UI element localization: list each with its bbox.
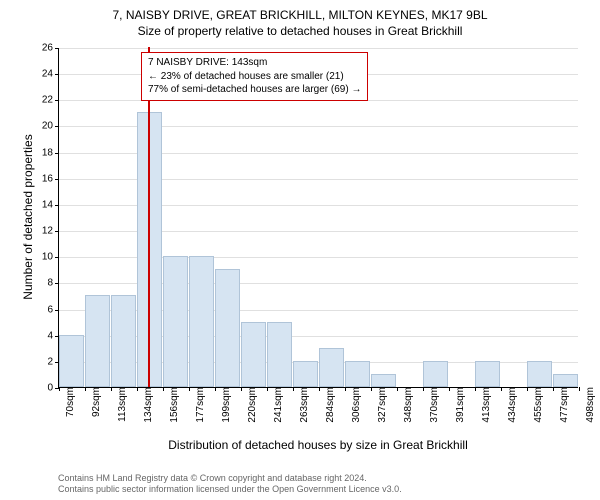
x-tick-mark <box>319 387 320 391</box>
x-tick-mark <box>111 387 112 391</box>
x-tick-label: 134sqm <box>141 387 154 423</box>
histogram-bar <box>267 322 292 387</box>
histogram-bar <box>59 335 84 387</box>
y-tick-label: 12 <box>42 226 59 237</box>
histogram-bar <box>423 361 448 387</box>
y-tick-label: 24 <box>42 69 59 80</box>
x-tick-mark <box>449 387 450 391</box>
x-tick-label: 92sqm <box>89 387 102 417</box>
chart-title-sub: Size of property relative to detached ho… <box>0 22 600 38</box>
histogram-bar <box>527 361 552 387</box>
annotation-line3: 77% of semi-detached houses are larger (… <box>148 83 361 97</box>
footer-line1: Contains HM Land Registry data © Crown c… <box>58 473 402 485</box>
footer: Contains HM Land Registry data © Crown c… <box>58 473 402 496</box>
histogram-bar <box>85 295 110 387</box>
y-tick-label: 4 <box>47 330 59 341</box>
chart-container: 7, NAISBY DRIVE, GREAT BRICKHILL, MILTON… <box>0 0 600 500</box>
histogram-bar <box>163 256 188 387</box>
plot-area: 0246810121416182022242670sqm92sqm113sqm1… <box>58 48 578 388</box>
x-tick-mark <box>501 387 502 391</box>
x-tick-mark <box>85 387 86 391</box>
x-tick-label: 263sqm <box>297 387 310 423</box>
x-tick-label: 327sqm <box>375 387 388 423</box>
y-tick-label: 8 <box>47 278 59 289</box>
histogram-bar <box>241 322 266 387</box>
histogram-bar <box>189 256 214 387</box>
x-tick-mark <box>371 387 372 391</box>
x-tick-mark <box>475 387 476 391</box>
x-tick-mark <box>215 387 216 391</box>
x-tick-label: 306sqm <box>349 387 362 423</box>
x-tick-label: 413sqm <box>479 387 492 423</box>
annotation-line2: ← 23% of detached houses are smaller (21… <box>148 70 361 84</box>
x-tick-label: 434sqm <box>505 387 518 423</box>
x-tick-label: 455sqm <box>531 387 544 423</box>
histogram-bar <box>319 348 344 387</box>
y-tick-label: 20 <box>42 121 59 132</box>
x-tick-label: 241sqm <box>271 387 284 423</box>
histogram-bar <box>111 295 136 387</box>
y-tick-label: 16 <box>42 173 59 184</box>
x-tick-label: 113sqm <box>115 387 128 422</box>
x-tick-mark <box>59 387 60 391</box>
x-tick-mark <box>267 387 268 391</box>
x-tick-label: 70sqm <box>63 387 76 417</box>
y-tick-label: 18 <box>42 147 59 158</box>
x-tick-label: 177sqm <box>193 387 206 423</box>
grid-line <box>59 48 578 49</box>
x-tick-label: 498sqm <box>583 387 596 423</box>
x-tick-mark <box>423 387 424 391</box>
annotation-line1: 7 NAISBY DRIVE: 143sqm <box>148 56 361 70</box>
x-tick-mark <box>345 387 346 391</box>
x-tick-label: 370sqm <box>427 387 440 423</box>
x-tick-label: 477sqm <box>557 387 570 423</box>
x-tick-mark <box>527 387 528 391</box>
histogram-bar <box>475 361 500 387</box>
y-tick-label: 26 <box>42 43 59 54</box>
x-tick-label: 348sqm <box>401 387 414 423</box>
x-tick-mark <box>293 387 294 391</box>
histogram-bar <box>345 361 370 387</box>
x-tick-mark <box>397 387 398 391</box>
y-tick-label: 10 <box>42 252 59 263</box>
y-tick-label: 0 <box>47 383 59 394</box>
histogram-bar <box>215 269 240 387</box>
x-axis-label: Distribution of detached houses by size … <box>58 438 578 452</box>
footer-line2: Contains public sector information licen… <box>58 484 402 496</box>
histogram-bar <box>553 374 578 387</box>
x-tick-mark <box>137 387 138 391</box>
x-tick-mark <box>579 387 580 391</box>
histogram-bar <box>293 361 318 387</box>
x-tick-mark <box>189 387 190 391</box>
x-tick-mark <box>163 387 164 391</box>
x-tick-label: 284sqm <box>323 387 336 423</box>
y-axis-label: Number of detached properties <box>21 117 35 317</box>
x-tick-mark <box>553 387 554 391</box>
y-tick-label: 14 <box>42 199 59 210</box>
y-tick-label: 6 <box>47 304 59 315</box>
x-tick-label: 199sqm <box>219 387 232 423</box>
histogram-bar <box>371 374 396 387</box>
x-tick-label: 391sqm <box>453 387 466 423</box>
annotation-box: 7 NAISBY DRIVE: 143sqm ← 23% of detached… <box>141 52 368 101</box>
x-tick-mark <box>241 387 242 391</box>
y-tick-label: 22 <box>42 95 59 106</box>
y-tick-label: 2 <box>47 356 59 367</box>
x-tick-label: 156sqm <box>167 387 180 423</box>
chart-title-main: 7, NAISBY DRIVE, GREAT BRICKHILL, MILTON… <box>0 0 600 22</box>
x-tick-label: 220sqm <box>245 387 258 423</box>
